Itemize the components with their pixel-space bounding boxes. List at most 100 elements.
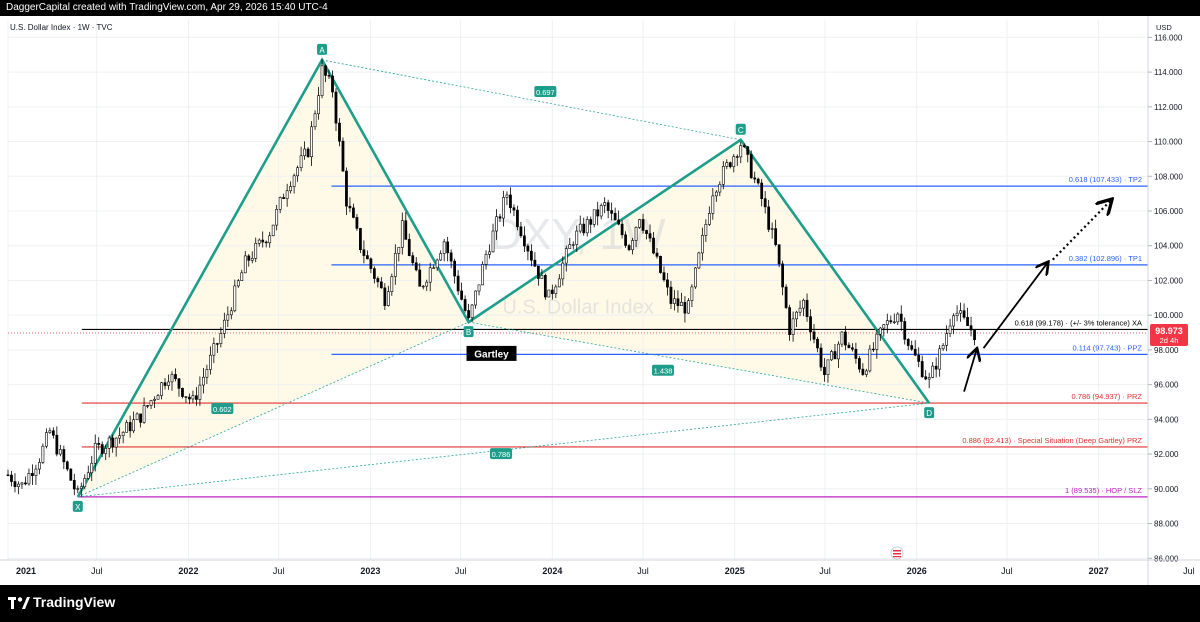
candle-body bbox=[386, 291, 390, 306]
ratio-badge bbox=[534, 86, 557, 98]
candle-body bbox=[477, 284, 481, 292]
candle-body bbox=[299, 155, 303, 169]
candle-body bbox=[229, 310, 233, 316]
candle-body bbox=[114, 437, 118, 448]
candle bbox=[714, 190, 718, 202]
candle-body bbox=[212, 343, 216, 356]
candle bbox=[425, 279, 429, 291]
candle-body bbox=[271, 224, 275, 237]
candle-body bbox=[379, 281, 383, 289]
candle-body bbox=[760, 182, 764, 199]
candle bbox=[45, 428, 48, 449]
candle-body bbox=[533, 259, 537, 267]
candle-body bbox=[139, 413, 142, 423]
candle bbox=[348, 197, 352, 213]
price-chart[interactable]: DXY, 1WU.S. Dollar Index 0.618 (107.433)… bbox=[0, 16, 1200, 585]
candle bbox=[931, 362, 935, 379]
candle bbox=[271, 224, 275, 237]
candle-body bbox=[372, 268, 376, 279]
candle bbox=[257, 238, 261, 247]
candle bbox=[181, 387, 184, 399]
projection-arrows bbox=[963, 201, 1111, 392]
candle-body bbox=[55, 434, 59, 455]
candle-body bbox=[257, 239, 261, 244]
candle-body bbox=[707, 213, 711, 225]
candle bbox=[732, 154, 736, 173]
candle bbox=[345, 167, 348, 215]
candle bbox=[142, 397, 146, 424]
candle-body bbox=[296, 167, 299, 177]
candle-body bbox=[407, 239, 411, 256]
candle-body bbox=[945, 333, 948, 346]
candle-body bbox=[826, 359, 830, 375]
ratio-label: 0.786 bbox=[492, 450, 511, 459]
candle-body bbox=[833, 351, 837, 360]
candle bbox=[742, 143, 746, 149]
ratio-label: 0.697 bbox=[536, 88, 555, 97]
candle bbox=[585, 216, 589, 237]
candle bbox=[502, 190, 505, 227]
candle-body bbox=[784, 286, 788, 308]
candle-body bbox=[153, 398, 156, 401]
candle bbox=[830, 349, 833, 362]
candle bbox=[62, 445, 66, 470]
candle bbox=[917, 347, 921, 368]
candle bbox=[816, 336, 819, 353]
candle bbox=[624, 231, 627, 248]
price-tick-label: 110.000 bbox=[1154, 138, 1183, 147]
candle bbox=[920, 355, 924, 379]
candle-body bbox=[320, 65, 324, 96]
candle bbox=[72, 473, 76, 496]
candle-body bbox=[442, 241, 446, 254]
candle bbox=[470, 304, 474, 323]
candle bbox=[10, 470, 13, 487]
candle-body bbox=[823, 366, 826, 375]
candle-body bbox=[892, 321, 896, 323]
candle-body bbox=[739, 145, 743, 158]
candle-body bbox=[125, 422, 129, 433]
candle-body bbox=[243, 255, 247, 274]
candle bbox=[146, 405, 149, 409]
candle bbox=[819, 343, 823, 372]
candle bbox=[826, 359, 830, 383]
candle-body bbox=[875, 333, 879, 350]
time-tick-label: 2022 bbox=[178, 566, 198, 576]
candle bbox=[153, 396, 156, 408]
candle bbox=[484, 250, 488, 270]
candle bbox=[114, 437, 118, 457]
candle bbox=[139, 413, 142, 428]
candle bbox=[331, 70, 334, 98]
candle bbox=[313, 110, 317, 130]
fib-level-label: 0.618 (107.433) · TP2 bbox=[1069, 175, 1142, 184]
footer-bar: TradingView bbox=[0, 585, 1200, 622]
candle-body bbox=[142, 405, 146, 423]
candle bbox=[938, 345, 942, 377]
candle-body bbox=[285, 190, 289, 199]
candle-body bbox=[222, 319, 226, 334]
candle-body bbox=[543, 275, 547, 298]
candle-body bbox=[687, 300, 690, 314]
candle bbox=[498, 213, 502, 222]
candle bbox=[851, 343, 854, 352]
candle-body bbox=[662, 272, 666, 281]
projection-arrow bbox=[963, 350, 976, 392]
candle bbox=[596, 201, 600, 226]
candle-body bbox=[659, 255, 662, 273]
candle bbox=[407, 233, 411, 257]
candle-body bbox=[756, 178, 760, 184]
candle-body bbox=[941, 345, 945, 350]
candle bbox=[578, 215, 582, 234]
candle-body bbox=[331, 75, 334, 93]
candle-body bbox=[132, 419, 135, 432]
candle bbox=[135, 412, 139, 421]
price-tick-label: 106.000 bbox=[1154, 207, 1183, 216]
candle-body bbox=[505, 194, 509, 198]
candle bbox=[753, 171, 757, 184]
candle bbox=[924, 370, 928, 381]
candle bbox=[86, 465, 90, 480]
candle-body bbox=[795, 311, 798, 320]
candle-body bbox=[871, 348, 875, 351]
candle bbox=[243, 250, 247, 274]
time-tick-label: Jul bbox=[273, 566, 285, 576]
candle-body bbox=[812, 331, 816, 340]
